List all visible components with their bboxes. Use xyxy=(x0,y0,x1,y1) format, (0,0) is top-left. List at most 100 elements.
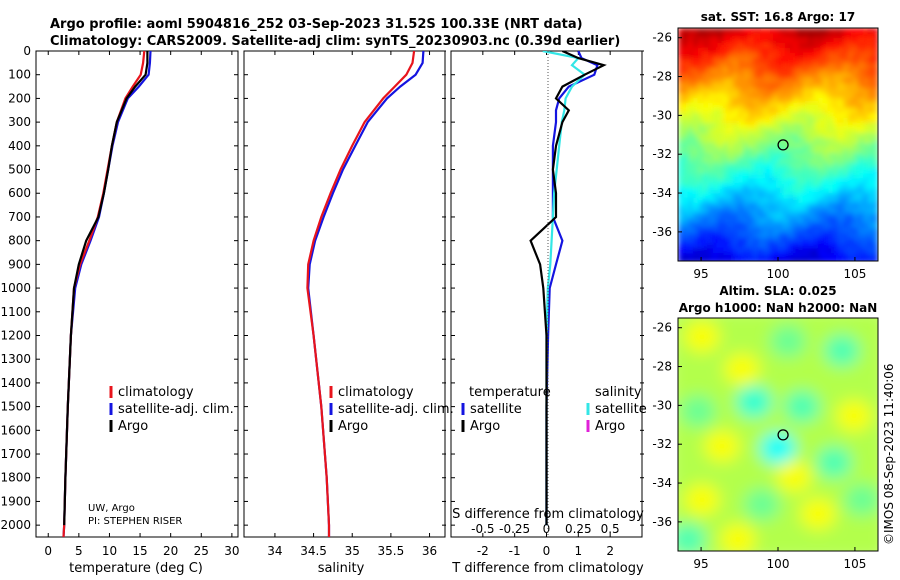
sst-cell xyxy=(853,203,859,209)
sst-cell xyxy=(758,238,764,244)
sst-cell xyxy=(718,123,724,129)
sst-cell xyxy=(753,98,759,104)
sst-cell xyxy=(723,213,729,219)
sst-cell xyxy=(748,243,754,249)
sst-cell xyxy=(868,203,874,209)
sst-cell xyxy=(708,203,714,209)
sst-cell xyxy=(833,228,839,234)
sst-cell xyxy=(808,148,814,154)
sst-cell xyxy=(723,128,729,134)
sst-cell xyxy=(703,208,709,214)
sst-cell xyxy=(843,123,849,129)
salinity-xlabel: salinity xyxy=(318,561,365,576)
sst-cell xyxy=(838,28,844,34)
sst-cell xyxy=(723,63,729,69)
sst-cell xyxy=(708,108,714,114)
sst-cell xyxy=(868,183,874,189)
sst-cell xyxy=(763,243,769,249)
sst-cell xyxy=(763,63,769,69)
sst-cell xyxy=(758,118,764,124)
sst-cell xyxy=(783,213,789,219)
sst-cell xyxy=(853,153,859,159)
sst-cell xyxy=(873,228,878,234)
sst-cell xyxy=(763,43,769,49)
sst-heatmap xyxy=(678,28,878,261)
sst-cell xyxy=(708,173,714,179)
sst-cell xyxy=(788,183,794,189)
sst-cell xyxy=(813,33,819,39)
sst-cell xyxy=(743,88,749,94)
sst-cell xyxy=(868,258,874,261)
sst-cell xyxy=(833,253,839,259)
sst-cell xyxy=(708,223,714,229)
sst-cell xyxy=(833,143,839,149)
sst-cell xyxy=(703,233,709,239)
sst-cell xyxy=(763,188,769,194)
sst-cell xyxy=(723,133,729,139)
sla-anomaly xyxy=(800,497,836,530)
sst-cell xyxy=(863,38,869,44)
sst-cell xyxy=(693,43,699,49)
sst-cell xyxy=(693,78,699,84)
sst-cell xyxy=(743,248,749,254)
sst-cell xyxy=(708,73,714,79)
sst-cell xyxy=(838,223,844,229)
sst-cell xyxy=(873,68,878,74)
lat-tick-label: -32 xyxy=(652,437,672,451)
sst-cell xyxy=(738,58,744,64)
sst-cell xyxy=(713,73,719,79)
sst-cell xyxy=(838,133,844,139)
sst-cell xyxy=(818,228,824,234)
sst-cell xyxy=(793,188,799,194)
sst-cell xyxy=(838,198,844,204)
sst-cell xyxy=(803,53,809,59)
sst-cell xyxy=(798,183,804,189)
sst-cell xyxy=(873,98,878,104)
sst-cell xyxy=(818,168,824,174)
sst-cell xyxy=(703,48,709,54)
sst-cell xyxy=(683,68,689,74)
sst-cell xyxy=(678,193,684,199)
sst-cell xyxy=(843,38,849,44)
sst-cell xyxy=(858,213,864,219)
sst-cell xyxy=(793,183,799,189)
sst-cell xyxy=(873,238,878,244)
sst-cell xyxy=(828,68,834,74)
sst-cell xyxy=(823,103,829,109)
sst-cell xyxy=(863,233,869,239)
sst-cell xyxy=(693,193,699,199)
sst-cell xyxy=(768,138,774,144)
sst-cell xyxy=(738,173,744,179)
sla-anomaly xyxy=(744,488,780,521)
sst-cell xyxy=(728,173,734,179)
sst-cell xyxy=(773,218,779,224)
sst-cell xyxy=(833,118,839,124)
argo-location-marker xyxy=(777,429,789,441)
sst-cell xyxy=(748,133,754,139)
sst-cell xyxy=(713,93,719,99)
sst-cell xyxy=(828,218,834,224)
sst-cell xyxy=(703,188,709,194)
sst-cell xyxy=(693,243,699,249)
sst-cell xyxy=(788,208,794,214)
sst-cell xyxy=(753,183,759,189)
sst-cell xyxy=(798,163,804,169)
sst-cell xyxy=(698,83,704,89)
sst-cell xyxy=(778,143,784,149)
sst-cell xyxy=(843,213,849,219)
x-tick-label: 1 xyxy=(575,544,583,558)
sst-cell xyxy=(693,138,699,144)
sst-cell xyxy=(728,253,734,259)
sst-cell xyxy=(768,163,774,169)
sst-cell xyxy=(683,133,689,139)
sst-cell xyxy=(708,93,714,99)
sst-cell xyxy=(708,53,714,59)
sst-cell xyxy=(823,43,829,49)
sst-cell xyxy=(708,123,714,129)
sst-cell xyxy=(818,193,824,199)
sst-cell xyxy=(788,258,794,261)
sst-cell xyxy=(833,148,839,154)
sst-cell xyxy=(843,133,849,139)
sst-cell xyxy=(793,218,799,224)
sst-cell xyxy=(823,108,829,114)
